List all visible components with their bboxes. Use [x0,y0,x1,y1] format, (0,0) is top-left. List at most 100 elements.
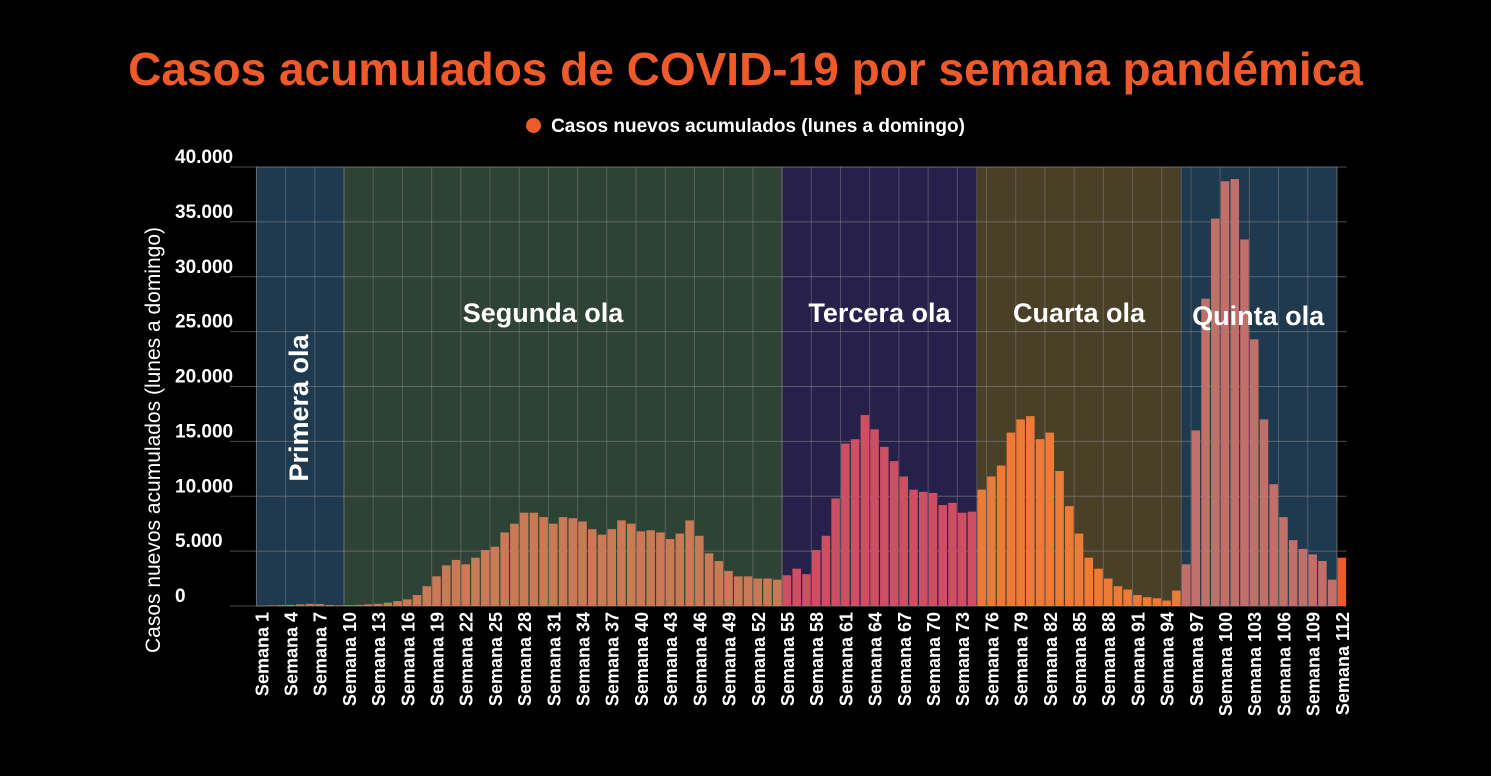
x-tick-label: Semana 94 [1158,612,1178,706]
bar [1142,597,1152,606]
bar [1026,416,1035,606]
bar [1065,506,1074,606]
bar [549,523,558,606]
bar [656,532,665,606]
bar [782,575,792,606]
bar [607,529,616,606]
bar [1191,430,1201,606]
x-tick-label: Semana 22 [457,612,477,706]
x-tick-label: Semana 40 [632,612,652,706]
bar [1016,419,1025,606]
bar [490,546,500,606]
bar [841,443,850,606]
x-tick-label: Semana 91 [1128,612,1148,706]
bar [957,512,967,606]
bar [1230,179,1240,606]
bar [1055,471,1064,606]
x-tick-label: Semana 19 [427,612,447,706]
bar [568,518,578,606]
bar [305,603,315,606]
x-tick-label: Semana 64 [866,612,886,706]
bar [938,505,947,606]
bar [695,535,704,606]
wave-label-5: Quinta ola [1192,301,1325,331]
bar [558,517,568,606]
wave-label-1: Primera ola [284,333,314,481]
bar [257,605,266,607]
bar [724,570,733,606]
bar [802,574,811,606]
x-tick-label: Semana 73 [953,612,973,706]
y-tick-label: 5.000 [175,531,223,552]
bar [315,604,324,606]
bar [1074,533,1084,606]
x-tick-label: Semana 31 [544,612,564,706]
y-tick-label: 40.000 [175,147,233,168]
bar [743,576,753,606]
x-tick-label: Semana 10 [340,612,360,706]
bar [1211,218,1220,606]
bar [373,603,383,606]
x-tick-label: Semana 97 [1187,612,1207,706]
bar [1220,181,1230,606]
x-tick-label: Semana 4 [281,612,301,696]
bar [821,535,831,606]
y-tick-label: 25.000 [175,312,233,333]
bar [899,476,909,606]
bar [1308,554,1317,606]
bar [1133,595,1142,606]
bar [471,557,480,606]
bar [1298,548,1308,606]
bar [763,578,772,606]
bar [675,533,685,606]
bar [1269,484,1278,606]
bar [665,539,675,606]
bar [928,492,938,606]
bar [948,502,957,606]
bar [977,489,986,606]
x-tick-labels: Semana 1 Semana 4 Semana 7 Semana 10 Semana … [252,612,1353,716]
x-tick-label: Semana 100 [1216,612,1236,716]
bars [257,179,1347,607]
bar [714,561,724,606]
bar [276,605,286,606]
bar [1152,598,1162,606]
bar [880,446,889,606]
y-tick-label: 35.000 [175,202,233,223]
bar [529,512,539,606]
x-tick-label: Semana 28 [515,612,535,706]
bar [344,605,354,606]
bar [354,604,363,606]
x-tick-label: Semana 7 [311,612,331,696]
bar [1240,239,1249,606]
bar [1123,589,1132,606]
x-tick-label: Semana 67 [895,612,915,706]
bar [734,576,743,606]
y-tick-label: 20.000 [175,367,233,388]
bar [480,550,490,606]
bar [441,565,451,606]
bar [519,512,529,606]
x-tick-label: Semana 37 [603,612,623,706]
bar [412,595,422,606]
wave-label-4: Cuarta ola [1013,298,1146,328]
wave-labels: Primera ola Segunda ola Tercera ola Cuarta … [284,298,1325,482]
bar [685,520,694,606]
bar [578,521,587,606]
bar [909,489,918,606]
x-tick-label: Semana 88 [1099,612,1119,706]
bar [772,579,782,606]
bar [792,568,801,606]
wave-label-2: Segunda ola [463,298,625,328]
x-tick-label: Semana 13 [369,612,389,706]
bar [850,439,860,606]
bar [870,429,879,606]
bar [295,604,305,606]
bar [334,605,344,606]
bar [1162,600,1171,606]
bar [831,498,840,606]
y-tick-label: 0 [175,586,186,607]
bar [1045,432,1055,606]
